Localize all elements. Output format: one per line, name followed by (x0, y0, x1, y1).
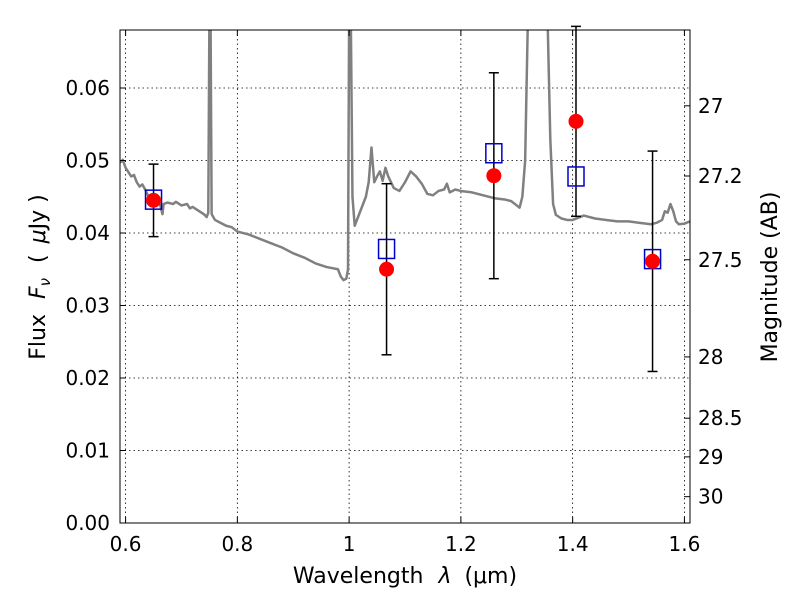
data-points (146, 113, 661, 277)
data-point (486, 168, 502, 184)
right-tick-label: 28 (698, 345, 723, 369)
x-tick-label: 1.2 (445, 532, 477, 556)
y-axis-label-text: Flux (26, 314, 51, 360)
error-bars (148, 25, 658, 373)
grid (120, 30, 690, 524)
data-point (568, 113, 584, 129)
y-tick-label: 0.03 (65, 294, 110, 318)
right-tick-label: 27.5 (698, 248, 743, 272)
x-axis-label: Wavelength λ (μm) (293, 564, 517, 589)
y-axis-left: 0.00 0.01 0.02 0.03 0.04 0.05 0.06 (65, 76, 126, 535)
y-axis-label-unit-rest: Jy ) (26, 194, 51, 231)
y-axis-label-unit-open: ( (26, 254, 51, 263)
y-tick-label: 0.06 (65, 76, 110, 100)
y-axis-label-symbol: F (26, 286, 51, 299)
x-axis: 0.6 0.8 1 1.2 1.4 1.6 (110, 30, 701, 556)
y-axis-right: 27 27.2 27.5 28 28.5 29 30 (684, 94, 743, 509)
y-tick-label: 0.01 (65, 439, 110, 463)
right-tick-label: 30 (698, 485, 723, 509)
x-tick-label: 0.8 (221, 532, 253, 556)
x-tick-label: 1.4 (557, 532, 589, 556)
x-tick-label: 1.6 (669, 532, 701, 556)
square-markers (144, 143, 662, 270)
plot-frame (119, 29, 691, 524)
y-tick-label: 0.05 (65, 149, 110, 173)
y-axis-label-right: Magnitude (AB) (758, 192, 783, 363)
spectrum-line (120, 30, 690, 282)
y-tick-label: 0.02 (65, 366, 110, 390)
square-marker (567, 166, 585, 187)
square-marker (144, 189, 163, 210)
x-axis-label-symbol: λ (437, 564, 451, 589)
square-marker (485, 143, 503, 164)
x-axis-label-text: Wavelength (293, 564, 424, 589)
y-axis-label-left: Flux Fν ( μJy ) (26, 194, 56, 359)
x-axis-label-unit: (μm) (464, 564, 517, 589)
y-tick-label: 0.00 (65, 511, 110, 535)
y-tick-label: 0.04 (65, 221, 110, 245)
x-tick-label: 1 (343, 532, 356, 556)
data-point (645, 253, 661, 269)
right-tick-label: 28.5 (698, 406, 743, 430)
spectrum-line-group (120, 30, 690, 282)
y-axis-label-symbol-sub: ν (36, 278, 54, 286)
right-tick-label: 27.2 (698, 164, 743, 188)
right-tick-label: 27 (698, 94, 723, 118)
data-point (379, 261, 395, 277)
square-marker (377, 238, 396, 260)
x-tick-label: 0.6 (110, 532, 142, 556)
right-tick-label: 29 (698, 445, 723, 469)
data-point (146, 192, 162, 208)
y-axis-label-unit-mu: μ (26, 229, 51, 244)
